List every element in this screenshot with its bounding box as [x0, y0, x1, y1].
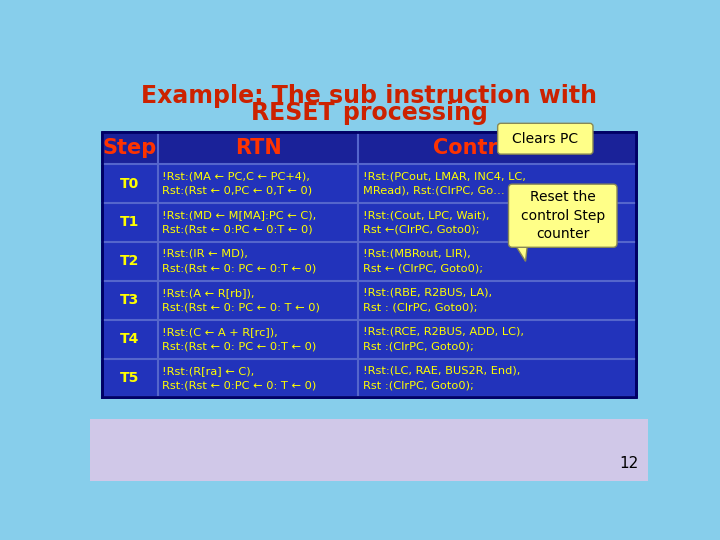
FancyBboxPatch shape [498, 123, 593, 154]
Text: !Rst:(RCE, R2BUS, ADD, LC),
Rst :(ClrPC, Goto0);: !Rst:(RCE, R2BUS, ADD, LC), Rst :(ClrPC,… [363, 327, 524, 352]
Text: !Rst:(PCout, LMAR, INC4, LC,
MRead), Rst:(ClrPC, Go…: !Rst:(PCout, LMAR, INC4, LC, MRead), Rst… [363, 171, 526, 196]
Text: !Rst:(Cout, LPC, Wait),
Rst ←(ClrPC, Goto0);: !Rst:(Cout, LPC, Wait), Rst ←(ClrPC, Got… [363, 210, 490, 235]
Text: RTN: RTN [235, 138, 282, 158]
Polygon shape [500, 146, 515, 148]
Text: Clears PC: Clears PC [512, 132, 578, 146]
Text: !Rst:(A ← R[rb]),
Rst:(Rst ← 0: PC ← 0: T ← 0): !Rst:(A ← R[rb]), Rst:(Rst ← 0: PC ← 0: … [163, 288, 320, 313]
Bar [102, 132, 636, 397]
FancyBboxPatch shape [508, 184, 617, 247]
Text: T2: T2 [120, 254, 140, 268]
Text: T0: T0 [120, 177, 140, 191]
Bar [90, 419, 648, 481]
Text: !Rst:(MD ← M[MA]:PC ← C),
Rst:(Rst ← 0:PC ← 0:T ← 0): !Rst:(MD ← M[MA]:PC ← C), Rst:(Rst ← 0:P… [163, 210, 317, 235]
Bar [102, 132, 636, 164]
Text: !Rst:(RBE, R2BUS, LA),
Rst : (ClrPC, Goto0);: !Rst:(RBE, R2BUS, LA), Rst : (ClrPC, Got… [363, 288, 492, 313]
Text: !Rst:(MA ← PC,C ← PC+4),
Rst:(Rst ← 0,PC ← 0,T ← 0): !Rst:(MA ← PC,C ← PC+4), Rst:(Rst ← 0,PC… [163, 171, 312, 196]
Text: RESET processing: RESET processing [251, 102, 487, 125]
Text: !Rst:(MBRout, LIR),
Rst ← (ClrPC, Goto0);: !Rst:(MBRout, LIR), Rst ← (ClrPC, Goto0)… [363, 249, 483, 274]
Text: Step: Step [102, 138, 157, 158]
Text: T3: T3 [120, 293, 140, 307]
Text: T5: T5 [120, 371, 140, 385]
Text: Example: The sub instruction with: Example: The sub instruction with [141, 84, 597, 107]
Text: Control S…: Control S… [433, 138, 562, 158]
Text: !Rst:(IR ← MD),
Rst:(Rst ← 0: PC ← 0:T ← 0): !Rst:(IR ← MD), Rst:(Rst ← 0: PC ← 0:T ←… [163, 249, 317, 274]
Text: Reset the
control Step
counter: Reset the control Step counter [521, 190, 605, 241]
Text: T4: T4 [120, 332, 140, 346]
Text: !Rst:(C ← A + R[rc]),
Rst:(Rst ← 0: PC ← 0:T ← 0): !Rst:(C ← A + R[rc]), Rst:(Rst ← 0: PC ←… [163, 327, 317, 352]
Text: !Rst:(LC, RAE, BUS2R, End),
Rst :(ClrPC, Goto0);: !Rst:(LC, RAE, BUS2R, End), Rst :(ClrPC,… [363, 366, 521, 390]
Text: T1: T1 [120, 215, 140, 230]
Polygon shape [513, 240, 528, 261]
Text: !Rst:(R[ra] ← C),
Rst:(Rst ← 0:PC ← 0: T ← 0): !Rst:(R[ra] ← C), Rst:(Rst ← 0:PC ← 0: T… [163, 366, 317, 390]
Text: 12: 12 [619, 456, 639, 471]
